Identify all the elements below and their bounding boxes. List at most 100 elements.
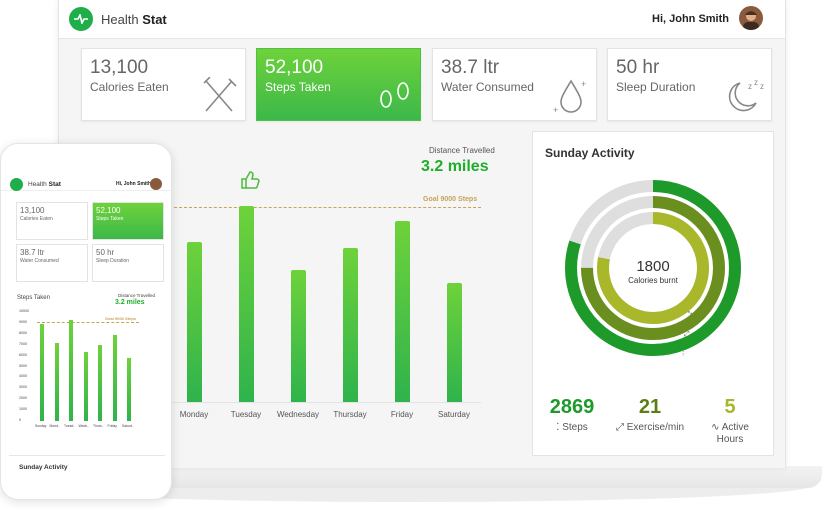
card-label: Water Consumed xyxy=(20,258,59,264)
footprints-icon xyxy=(380,82,409,108)
card-value: 38.7 ltr xyxy=(441,57,500,78)
phone-y-tick: 6000 xyxy=(19,352,27,357)
card-water[interactable]: 38.7 ltr Water Consumed + + xyxy=(432,48,597,121)
phone-x-label: Friday xyxy=(107,424,117,428)
bar-tuesday[interactable] xyxy=(239,206,254,402)
pulse-logo-icon[interactable] xyxy=(10,178,23,191)
footsteps-icon: ⁚ xyxy=(556,422,563,433)
phone-x-label: Mond.. xyxy=(49,424,60,428)
card-value: 50 hr xyxy=(96,248,115,257)
center-value: 1800 xyxy=(636,258,669,275)
phone-y-tick: 9000 xyxy=(19,319,27,324)
svg-text:+: + xyxy=(581,79,586,89)
water-drop-icon: + + xyxy=(553,79,586,115)
phone-card-sleep[interactable]: 50 hr Sleep Duration xyxy=(92,244,164,282)
stat-value: 5 xyxy=(724,396,736,418)
stat-label: ∿ Active Hours xyxy=(711,422,749,445)
stat-label: ⁚ Steps xyxy=(556,422,588,433)
card-label: Steps Taken xyxy=(96,216,124,222)
user-greeting[interactable]: Hi, John Smith xyxy=(652,13,729,25)
phone-y-tick: 2000 xyxy=(19,396,27,401)
dumbbell-icon: ⤢ xyxy=(684,330,690,338)
phone-activity-title: Sunday Activity xyxy=(19,464,68,471)
phone-card-water[interactable]: 38.7 ltr Water Consumed xyxy=(16,244,88,282)
center-label: Calories burnt xyxy=(628,276,679,285)
app-brand: Health Stat xyxy=(101,12,167,27)
phone-mockup: Health Stat Hi, John Smith 13,100 Calori… xyxy=(0,143,172,500)
phone-y-tick: 0 xyxy=(19,418,21,422)
activity-title: Sunday Activity xyxy=(545,146,635,160)
top-bar: Health Stat Hi, John Smith xyxy=(59,0,785,39)
avatar[interactable] xyxy=(739,6,763,30)
day-label: Thursday xyxy=(333,410,367,419)
ring-exercise xyxy=(581,196,725,340)
bar-thursday[interactable] xyxy=(343,247,358,402)
stat-active-hours: 5 ∿ Active Hours xyxy=(695,396,765,446)
card-label: Sleep Duration xyxy=(616,80,696,94)
bar-wednesday[interactable] xyxy=(291,270,306,402)
svg-text:+: + xyxy=(553,105,558,115)
sunday-activity-panel: Sunday Activity 1800 Calories burnt ∿ ⤢ … xyxy=(532,131,774,456)
phone-goal-label: Goal 9000 Steps xyxy=(105,316,136,321)
day-label: Saturday xyxy=(437,410,471,419)
card-value: 13,100 xyxy=(90,57,149,78)
phone-user-greeting[interactable]: Hi, John Smith xyxy=(116,181,151,187)
bar-saturday[interactable] xyxy=(447,283,462,402)
phone-y-tick: 3000 xyxy=(19,385,27,390)
phone-y-tick: 10000 xyxy=(19,309,29,313)
distance-label: Distance Travelled xyxy=(429,146,495,155)
day-label: Wednesday xyxy=(276,410,320,419)
pulse-logo-icon[interactable] xyxy=(69,7,93,31)
phone-bar xyxy=(54,342,59,421)
card-label: Water Consumed xyxy=(441,80,534,94)
card-sleep[interactable]: 50 hr Sleep Duration z z z xyxy=(607,48,772,121)
ring-steps xyxy=(565,180,741,356)
card-label: Steps Taken xyxy=(265,80,331,94)
stat-exercise: 21 ⤢ Exercise/min xyxy=(615,396,685,434)
card-value: 13,100 xyxy=(20,206,45,215)
card-steps[interactable]: 52,100 Steps Taken xyxy=(256,48,421,121)
phone-card-steps[interactable]: 52,100 Steps Taken xyxy=(92,202,164,240)
phone-section-title: Steps Taken xyxy=(17,295,50,301)
day-label: Monday xyxy=(179,410,209,419)
phone-brand: Health Stat xyxy=(28,181,61,188)
pulse-icon: ∿ xyxy=(687,309,693,317)
phone-bar xyxy=(112,334,117,421)
day-label: Tuesday xyxy=(230,410,262,419)
bar-monday[interactable] xyxy=(187,242,202,402)
phone-x-label: Saturd.. xyxy=(122,424,134,428)
stat-label: ⤢ Exercise/min xyxy=(615,422,685,433)
phone-y-tick: 4000 xyxy=(19,374,27,379)
svg-text:z: z xyxy=(748,82,752,91)
stat-value: 21 xyxy=(638,396,662,418)
stat-steps: 2869 ⁚ Steps xyxy=(537,396,607,434)
phone-y-tick: 7000 xyxy=(19,341,27,346)
phone-bar xyxy=(40,323,44,421)
phone-card-calories[interactable]: 13,100 Calories Eaten xyxy=(16,202,88,240)
phone-bar xyxy=(127,357,131,421)
dumbbell-icon: ⤢ xyxy=(615,422,627,433)
laptop-base xyxy=(80,466,822,488)
day-label: Friday xyxy=(390,410,414,419)
phone-y-tick: 5000 xyxy=(19,363,27,368)
bar-friday[interactable] xyxy=(395,221,410,402)
phone-distance-label: Distance Travelled xyxy=(118,293,156,298)
thumbs-up-icon xyxy=(241,171,260,189)
phone-goal-line xyxy=(37,322,139,323)
ring-active xyxy=(597,212,709,324)
laptop-screen: Health Stat Hi, John Smith 13,100 Calori… xyxy=(58,0,786,468)
phone-x-label: Thurs.. xyxy=(93,424,104,428)
moon-sleep-icon: z z z xyxy=(728,78,764,112)
pulse-icon: ∿ xyxy=(711,422,722,433)
card-value: 50 hr xyxy=(616,57,660,78)
card-calories[interactable]: 13,100 Calories Eaten xyxy=(81,48,246,121)
footsteps-icon: ⁝ xyxy=(682,350,684,358)
avatar[interactable] xyxy=(150,178,162,190)
phone-x-label: Sunday xyxy=(35,424,47,428)
phone-x-label: Wedn.. xyxy=(78,424,90,428)
phone-x-label: Tuesd.. xyxy=(64,424,76,428)
phone-top-bar xyxy=(1,166,171,191)
distance-value: 3.2 miles xyxy=(421,158,489,175)
goal-line xyxy=(169,207,481,208)
fork-knife-icon xyxy=(203,77,237,112)
